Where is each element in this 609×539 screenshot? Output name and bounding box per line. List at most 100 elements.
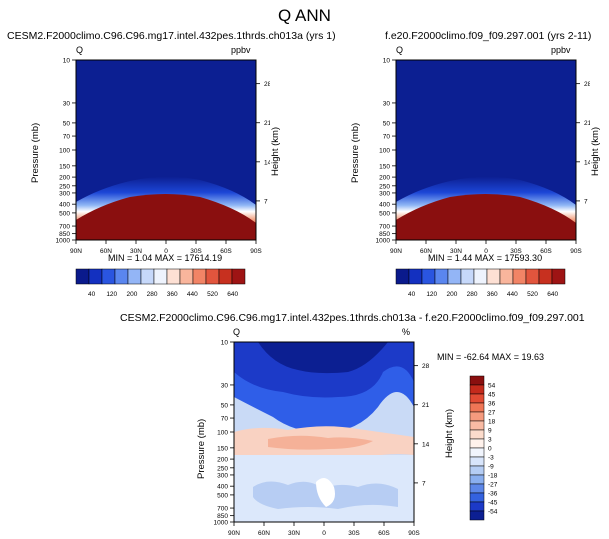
xtick-label: 90N (228, 530, 240, 537)
colorbar-label: 27 (488, 410, 496, 417)
panel-1-plot: 103050701001502002503004005007008501000 … (56, 58, 270, 256)
rtick-label: 14 (584, 159, 590, 166)
panel-3-stats: MIN = -62.64 MAX = 19.63 (437, 352, 545, 362)
colorbar-cell (469, 474, 485, 485)
colorbar-label: 18 (488, 419, 496, 426)
colorbar-cell (469, 465, 485, 476)
ytick-label: 150 (59, 163, 70, 170)
colorbar-cell (395, 268, 410, 285)
xtick-label: 0 (484, 248, 488, 255)
colorbar-cell (460, 268, 475, 285)
colorbar-cell (127, 268, 142, 285)
colorbar-cell (512, 268, 527, 285)
panel-2-colorbar-cells (395, 268, 566, 285)
panel-1-variable: Q (76, 45, 84, 55)
ytick-label: 10 (383, 58, 391, 65)
ytick-label: 250 (59, 183, 70, 190)
rtick-label: 14 (422, 441, 430, 448)
colorbar-cell (421, 268, 436, 285)
ytick-label: 70 (383, 134, 391, 141)
panel-1-units: ppbv (231, 45, 251, 55)
colorbar-label: 40 (408, 291, 416, 298)
ytick-label: 850 (59, 231, 70, 238)
ytick-label: 150 (379, 163, 390, 170)
colorbar-label: 280 (467, 291, 478, 298)
ytick-label: 70 (63, 134, 71, 141)
rtick-label: 21 (264, 120, 270, 127)
xtick-label: 0 (164, 248, 168, 255)
panel-3-title: CESM2.F2000climo.C96.C96.mg17.intel.432p… (120, 312, 585, 324)
colorbar-cell (140, 268, 155, 285)
ytick-label: 200 (217, 457, 228, 464)
xtick-label: 60N (100, 248, 112, 255)
colorbar-cell (525, 268, 540, 285)
panel-2-title: f.e20.F2000climo.f09_f09.297.001 (yrs 2-… (385, 30, 592, 42)
panel-2-variable: Q (396, 45, 404, 55)
ytick-label: 1000 (214, 520, 229, 527)
rtick-label: 28 (264, 81, 270, 88)
colorbar-cell (469, 411, 485, 422)
ytick-label: 250 (217, 465, 228, 472)
colorbar-cell (469, 429, 485, 440)
panel-1-xticks: 90N 60N 30N 0 30S 60S 90S (70, 240, 262, 255)
ytick-label: 700 (379, 224, 390, 231)
colorbar-cell (153, 268, 168, 285)
panel-2-stats: MIN = 1.44 MAX = 17593.30 (428, 253, 543, 263)
colorbar-cell (499, 268, 514, 285)
colorbar-label: 640 (227, 291, 238, 298)
page-title: Q ANN (278, 6, 331, 25)
xtick-label: 60S (220, 248, 232, 255)
colorbar-label: -9 (488, 464, 494, 471)
ytick-label: 100 (59, 148, 70, 155)
panel-1-moisture-core (76, 194, 256, 240)
ytick-label: 850 (217, 513, 228, 520)
colorbar-label: 280 (147, 291, 158, 298)
panel-1-right-ticks: 28 21 14 7 (256, 81, 270, 205)
colorbar-label: -45 (488, 500, 498, 507)
ytick-label: 1000 (376, 238, 391, 245)
xtick-label: 30N (288, 530, 300, 537)
colorbar-label: 3 (488, 437, 492, 444)
colorbar-cell (469, 456, 485, 467)
ytick-label: 250 (379, 183, 390, 190)
ytick-label: 150 (217, 445, 228, 452)
ytick-label: 200 (379, 175, 390, 182)
panel-1-ylabel-right: Height (km) (270, 126, 281, 176)
colorbar-cell (469, 510, 485, 521)
xtick-label: 0 (322, 530, 326, 537)
colorbar-cell (486, 268, 501, 285)
ytick-label: 100 (217, 430, 228, 437)
ytick-label: 10 (63, 58, 71, 65)
colorbar-label: 54 (488, 383, 496, 390)
ytick-label: 700 (59, 224, 70, 231)
panel-3-colorbar: 54 45 36 27 18 9 3 0 -3 -9 -18 -27 -36 -45 -54 (469, 375, 498, 521)
xtick-label: 30S (510, 248, 522, 255)
panel-1-colorbar: 40 120 200 280 360 440 520 640 (75, 268, 246, 298)
ytick-label: 50 (63, 120, 71, 127)
ytick-label: 50 (383, 120, 391, 127)
panel-2-xticks: 90N 60N 30N 0 30S 60S 90S (390, 240, 582, 255)
colorbar-cell (538, 268, 553, 285)
ytick-label: 400 (217, 484, 228, 491)
colorbar-cell (218, 268, 233, 285)
panel-2-units: ppbv (551, 45, 571, 55)
colorbar-label: 0 (488, 446, 492, 453)
rtick-label: 7 (422, 480, 426, 487)
colorbar-cell (75, 268, 90, 285)
colorbar-label: -36 (488, 491, 498, 498)
ytick-label: 850 (379, 231, 390, 238)
colorbar-cell (469, 384, 485, 395)
colorbar-label: 440 (187, 291, 198, 298)
colorbar-label: 36 (488, 401, 496, 408)
xtick-label: 90S (408, 530, 420, 537)
rtick-label: 21 (584, 120, 590, 127)
ytick-label: 10 (221, 340, 229, 347)
ytick-label: 500 (59, 210, 70, 217)
xtick-label: 30N (450, 248, 462, 255)
panel-3-units: % (402, 327, 411, 337)
colorbar-cell (447, 268, 462, 285)
colorbar-label: 520 (207, 291, 218, 298)
rtick-label: 7 (584, 198, 588, 205)
ytick-label: 50 (221, 402, 229, 409)
